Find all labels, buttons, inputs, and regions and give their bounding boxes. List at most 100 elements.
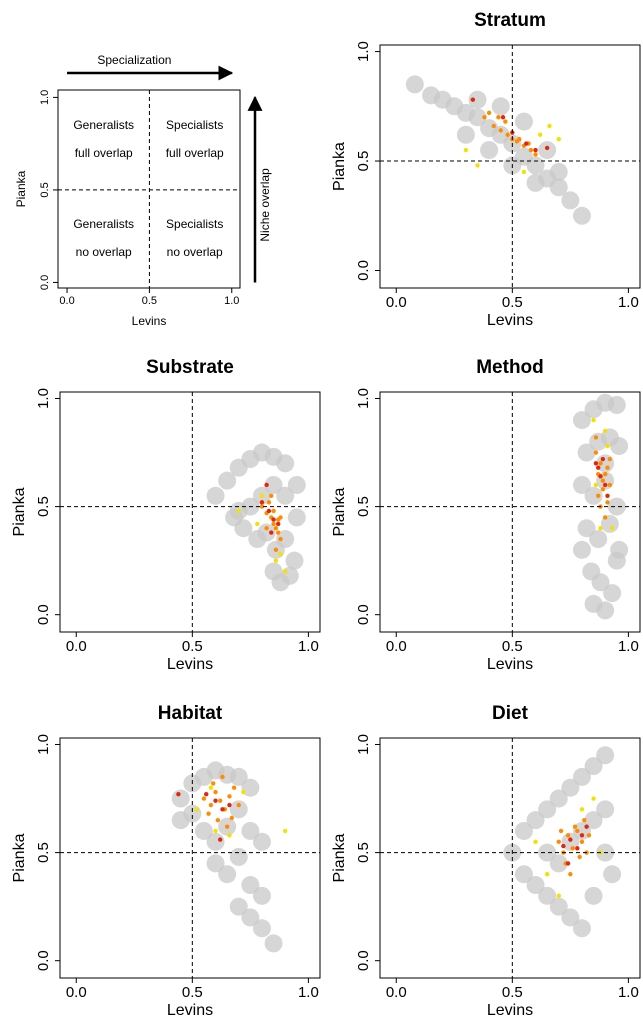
- observed-point: [273, 547, 279, 553]
- observed-point: [224, 824, 230, 829]
- plot-frame: [379, 391, 641, 633]
- background-point: [572, 411, 591, 430]
- background-point: [405, 75, 424, 94]
- observed-point: [498, 128, 503, 133]
- observed-point: [213, 789, 218, 795]
- background-point: [577, 519, 596, 538]
- observed-point: [269, 530, 274, 535]
- observed-point: [176, 792, 181, 797]
- x-tick-label: 1.0: [618, 984, 639, 1001]
- plot-frame: [59, 737, 321, 979]
- background-point: [607, 497, 626, 516]
- y-axis-label: Pianka: [11, 487, 28, 536]
- background-point: [280, 566, 299, 585]
- observed-point: [575, 846, 580, 851]
- background-point: [526, 173, 545, 192]
- x-tick-label: 1.0: [298, 984, 319, 1001]
- observed-point: [217, 798, 223, 803]
- observed-point: [241, 789, 246, 795]
- observed-point: [593, 461, 599, 466]
- background-point: [194, 821, 213, 840]
- background-point: [561, 908, 580, 927]
- observed-point: [500, 115, 506, 120]
- background-point: [572, 919, 591, 938]
- observed-point: [570, 846, 575, 851]
- observed-point: [208, 785, 214, 790]
- quadrant-label: Specialists: [166, 217, 223, 231]
- x-tick-label: 0.5: [502, 638, 523, 655]
- background-point: [276, 454, 295, 473]
- x-axis-label: Levins: [487, 656, 533, 673]
- observed-point: [229, 815, 234, 821]
- background-point: [603, 865, 622, 884]
- observed-point: [607, 456, 613, 462]
- observed-point: [201, 796, 207, 801]
- background-point: [171, 789, 190, 808]
- background-point: [596, 746, 615, 765]
- y-axis-label: Pianka: [14, 170, 28, 207]
- background-point: [538, 800, 557, 819]
- x-axis-label: Levins: [487, 1002, 533, 1019]
- background-point: [561, 191, 580, 210]
- observed-point: [568, 872, 573, 877]
- background-point: [480, 141, 499, 160]
- observed-point: [503, 119, 508, 124]
- background-point: [584, 886, 603, 905]
- observed-point: [278, 536, 283, 542]
- x-tick-label: 0.0: [66, 984, 87, 1001]
- observed-point: [204, 792, 209, 797]
- background-point: [514, 112, 533, 131]
- background-point: [514, 821, 533, 840]
- background-point: [584, 486, 603, 505]
- background-point: [572, 206, 591, 225]
- x-tick-label: 0.0: [386, 638, 407, 655]
- observed-point: [227, 833, 232, 838]
- observed-point: [276, 530, 281, 535]
- observed-point: [282, 828, 288, 834]
- y-tick-label: 1.0: [35, 734, 52, 755]
- background-point: [171, 811, 190, 830]
- observed-point: [602, 471, 608, 477]
- observed-point: [505, 132, 510, 137]
- background-point: [257, 523, 276, 542]
- observed-point: [533, 152, 538, 157]
- observed-point: [561, 843, 566, 849]
- observed-point: [266, 508, 272, 514]
- arrow-label: Specialization: [97, 53, 171, 67]
- background-point: [538, 843, 557, 862]
- background-point: [234, 519, 253, 538]
- background-point: [538, 886, 557, 905]
- y-tick-label: 0.5: [35, 842, 52, 863]
- x-tick-label: 0.5: [502, 984, 523, 1001]
- observed-point: [220, 807, 225, 812]
- background-point: [264, 475, 283, 494]
- background-point: [584, 811, 603, 830]
- background-point: [549, 162, 568, 181]
- observed-point: [217, 837, 223, 842]
- observed-point: [231, 785, 237, 790]
- background-point: [589, 530, 608, 549]
- observed-point: [278, 515, 283, 520]
- observed-point: [269, 493, 274, 498]
- quadrant-label: full overlap: [166, 146, 224, 160]
- x-tick-label: 0.0: [386, 294, 407, 311]
- observed-point: [607, 482, 613, 488]
- background-point: [591, 573, 610, 592]
- y-tick-label: 1.0: [355, 734, 372, 755]
- observed-point: [593, 450, 599, 455]
- observed-point: [579, 839, 585, 844]
- observed-point: [556, 893, 561, 899]
- x-tick-label: 1.0: [224, 295, 239, 307]
- observed-point: [544, 145, 550, 151]
- background-point: [287, 508, 306, 527]
- observed-point: [227, 802, 232, 808]
- background-point: [572, 475, 591, 494]
- observed-point: [282, 569, 288, 574]
- background-point: [206, 486, 225, 505]
- y-axis-label: Pianka: [11, 833, 28, 882]
- background-point: [603, 584, 622, 603]
- observed-point: [528, 147, 534, 153]
- observed-point: [271, 517, 276, 522]
- observed-point: [596, 465, 601, 470]
